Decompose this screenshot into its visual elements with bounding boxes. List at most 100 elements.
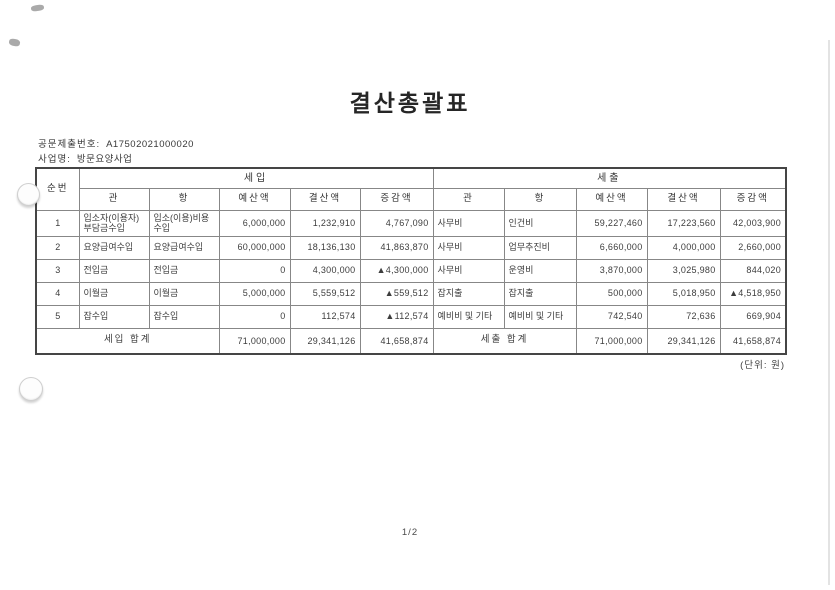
exp-hang: 운영비 — [503, 258, 577, 283]
punch-hole — [17, 183, 40, 206]
document-meta: 공문제출번호: A17502021000020 사업명: 방문요양사업 — [38, 137, 194, 167]
exp-change: 42,003,900 — [719, 209, 787, 237]
rev-hang: 입소(이용)비용 수입 — [148, 209, 220, 237]
expense-total-label: 세출 합계 — [432, 327, 577, 355]
exp-settlement: 72,636 — [646, 304, 721, 329]
page-number: 1/2 — [401, 527, 419, 538]
col-header-exp-change: 증감액 — [719, 187, 787, 211]
rev-gwan: 이월금 — [78, 281, 150, 306]
col-header-rev-budget: 예산액 — [218, 187, 291, 211]
table-row: 3 전입금 전입금 0 4,300,000 ▲4,300,000 사무비 운영비… — [35, 258, 787, 283]
table-row: 5 잡수입 잡수입 0 112,574 ▲112,574 예비비 및 기타 예비… — [35, 304, 787, 329]
col-header-seq: 순번 — [35, 167, 80, 211]
exp-settlement: 5,018,950 — [646, 281, 721, 306]
rev-settlement: 112,574 — [289, 304, 361, 329]
rev-budget: 0 — [218, 304, 291, 329]
rev-gwan: 잡수입 — [78, 304, 150, 329]
paper-edge-shadow — [828, 40, 830, 585]
scan-artifact-mark — [30, 4, 45, 12]
doc-number-value: A17502021000020 — [106, 139, 194, 150]
revenue-total-change: 41,658,874 — [359, 327, 434, 355]
unit-note: (단위: 원) — [740, 360, 785, 371]
rev-change: 4,767,090 — [359, 209, 434, 237]
page-title: 결산총괄표 — [349, 90, 471, 116]
table-row: 1 입소자(이용자) 부담금수입 입소(이용)비용 수입 6,000,000 1… — [35, 209, 787, 237]
business-name-line: 사업명: 방문요양사업 — [38, 152, 194, 167]
rev-change: ▲559,512 — [359, 281, 434, 306]
row-seq: 3 — [35, 258, 80, 283]
exp-hang: 업무추진비 — [503, 235, 577, 260]
expense-total-settlement: 29,341,126 — [646, 327, 721, 355]
business-name-label: 사업명: — [38, 154, 71, 165]
exp-gwan: 사무비 — [432, 209, 505, 237]
table-group-header-row: 순번 세입 세출 — [35, 167, 787, 211]
exp-budget: 500,000 — [575, 281, 648, 306]
doc-number-label: 공문제출번호: — [38, 139, 101, 150]
table-sub-header-row: 관 항 예산액 결산액 증감액 관 항 예산액 결산액 증감액 — [36, 187, 787, 211]
col-header-exp-gwan: 관 — [432, 187, 505, 211]
col-header-rev-hang: 항 — [148, 187, 220, 211]
exp-change: 669,904 — [719, 304, 787, 329]
col-header-rev-change: 증감액 — [359, 187, 434, 211]
exp-budget: 59,227,460 — [575, 209, 648, 237]
exp-budget: 742,540 — [575, 304, 648, 329]
punch-hole — [19, 377, 43, 401]
exp-hang: 예비비 및 기타 — [503, 304, 577, 329]
col-header-exp-budget: 예산액 — [575, 187, 648, 211]
scan-artifact-mark — [8, 37, 21, 48]
group-header-revenue: 세입 — [78, 167, 434, 189]
rev-change: 41,863,870 — [359, 235, 434, 260]
settlement-summary-table: 순번 세입 세출 관 항 예산액 결산액 증감액 관 항 예산액 결산액 증감액… — [35, 167, 788, 355]
row-seq: 4 — [35, 281, 80, 306]
col-header-exp-hang: 항 — [503, 187, 577, 211]
rev-settlement: 4,300,000 — [289, 258, 361, 283]
rev-budget: 0 — [218, 258, 291, 283]
doc-number-line: 공문제출번호: A17502021000020 — [38, 137, 194, 152]
rev-change: ▲4,300,000 — [359, 258, 434, 283]
exp-budget: 3,870,000 — [575, 258, 648, 283]
rev-settlement: 5,559,512 — [289, 281, 361, 306]
row-seq: 1 — [35, 209, 80, 237]
col-header-rev-settlement: 결산액 — [289, 187, 361, 211]
exp-budget: 6,660,000 — [575, 235, 648, 260]
table-row: 2 요양급여수입 요양급여수입 60,000,000 18,136,130 41… — [35, 235, 787, 260]
rev-budget: 5,000,000 — [218, 281, 291, 306]
rev-budget: 60,000,000 — [218, 235, 291, 260]
revenue-total-settlement: 29,341,126 — [289, 327, 361, 355]
exp-settlement: 17,223,560 — [646, 209, 721, 237]
rev-gwan: 입소자(이용자) 부담금수입 — [78, 209, 150, 237]
table-row: 4 이월금 이월금 5,000,000 5,559,512 ▲559,512 잡… — [35, 281, 787, 306]
exp-change: 844,020 — [719, 258, 787, 283]
exp-gwan: 예비비 및 기타 — [432, 304, 505, 329]
rev-hang: 전입금 — [148, 258, 220, 283]
rev-settlement: 1,232,910 — [289, 209, 361, 237]
rev-settlement: 18,136,130 — [289, 235, 361, 260]
rev-gwan: 요양급여수입 — [78, 235, 150, 260]
rev-gwan: 전입금 — [78, 258, 150, 283]
exp-gwan: 잡지출 — [432, 281, 505, 306]
rev-hang: 요양급여수입 — [148, 235, 220, 260]
expense-total-change: 41,658,874 — [719, 327, 787, 355]
exp-hang: 잡지출 — [503, 281, 577, 306]
col-header-exp-settlement: 결산액 — [646, 187, 721, 211]
exp-hang: 인건비 — [503, 209, 577, 237]
exp-gwan: 사무비 — [432, 258, 505, 283]
row-seq: 5 — [35, 304, 80, 329]
expense-total-budget: 71,000,000 — [575, 327, 648, 355]
exp-change: 2,660,000 — [719, 235, 787, 260]
rev-hang: 잡수입 — [148, 304, 220, 329]
exp-gwan: 사무비 — [432, 235, 505, 260]
exp-change: ▲4,518,950 — [719, 281, 787, 306]
rev-hang: 이월금 — [148, 281, 220, 306]
revenue-total-budget: 71,000,000 — [218, 327, 291, 355]
exp-settlement: 4,000,000 — [646, 235, 721, 260]
group-header-expense: 세출 — [432, 167, 787, 189]
exp-settlement: 3,025,980 — [646, 258, 721, 283]
rev-change: ▲112,574 — [359, 304, 434, 329]
rev-budget: 6,000,000 — [218, 209, 291, 237]
revenue-total-label: 세입 합계 — [35, 327, 220, 355]
col-header-rev-gwan: 관 — [78, 187, 150, 211]
row-seq: 2 — [35, 235, 80, 260]
business-name-value: 방문요양사업 — [76, 154, 133, 165]
table-total-row: 세입 합계 71,000,000 29,341,126 41,658,874 세… — [35, 327, 787, 355]
